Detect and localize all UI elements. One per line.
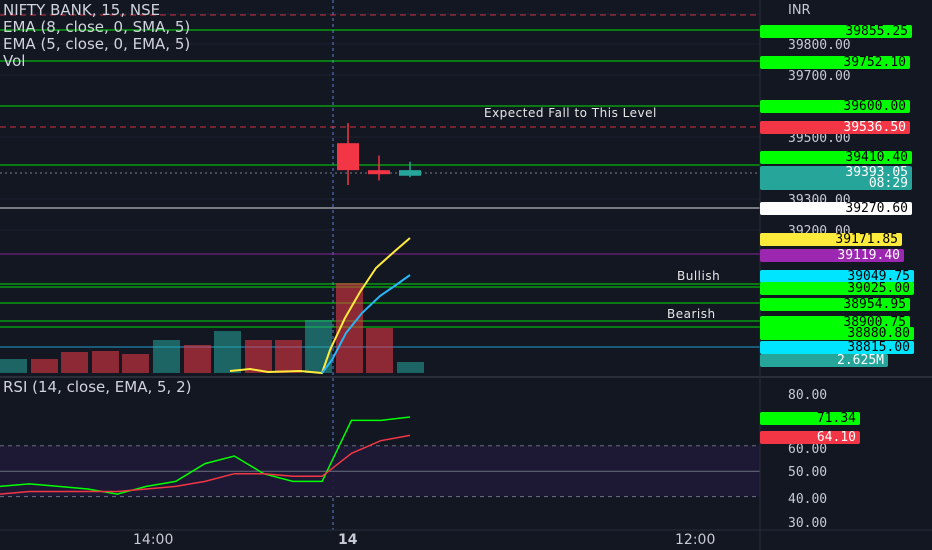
- rsi-tick: 50.00: [788, 465, 828, 480]
- price-tick: 39800.00: [788, 38, 851, 53]
- volume-bar: [153, 340, 180, 373]
- ema-fast-badge: 39171.85: [760, 233, 902, 246]
- candle-body: [399, 170, 421, 176]
- expected-fall-annotation: Expected Fall to This Level: [484, 106, 657, 120]
- volume-bar: [61, 352, 88, 373]
- price-tick: 39700.00: [788, 69, 851, 84]
- last-price-badge: 39393.05: [760, 166, 912, 179]
- volume-bar: [214, 331, 241, 373]
- bullish-annotation: Bullish: [677, 269, 721, 283]
- time-tick: 14:00: [133, 532, 174, 548]
- rsi-ma-line: [0, 434, 411, 495]
- bearish-annotation: Bearish: [667, 307, 716, 321]
- volume-bar: [92, 351, 119, 373]
- rsi-bands: [0, 445, 760, 498]
- price-badge: 39119.40: [760, 249, 904, 262]
- ema-fast-line: [229, 237, 411, 375]
- price-badge: 39752.10: [760, 56, 910, 69]
- price-badge: 38954.95: [760, 298, 910, 311]
- volume-bar: [184, 345, 211, 373]
- symbol-title[interactable]: NIFTY BANK, 15, NSE: [3, 1, 161, 19]
- rsi-legend[interactable]: RSI (14, close, EMA, 5, 2): [3, 378, 192, 396]
- volume-bar: [31, 359, 58, 373]
- price-badge: 38900.75: [760, 316, 910, 329]
- volume-bar: [0, 359, 27, 373]
- rsi-tick: 60.00: [788, 442, 828, 457]
- volume-bar: [122, 354, 149, 373]
- time-tick-day: 14: [338, 532, 358, 548]
- ema-slow-line: [321, 274, 411, 374]
- rsi-badge: 71.34: [760, 412, 860, 425]
- volume-bar: [366, 328, 393, 373]
- volume-bars: [0, 283, 424, 373]
- ema-legend-2[interactable]: EMA (5, close, 0, EMA, 5): [3, 35, 191, 53]
- rsi-line: [0, 416, 411, 495]
- volume-bar: [245, 340, 272, 373]
- rsi-lines: [0, 416, 411, 495]
- grid: [0, 0, 760, 530]
- price-badge: 39536.50: [760, 121, 910, 134]
- price-badge: 39855.25: [760, 25, 912, 38]
- price-badge: 38880.80: [760, 327, 914, 340]
- rsi-tick: 80.00: [788, 388, 828, 403]
- price-badge: 39410.40: [760, 151, 912, 164]
- time-tick: 12:00: [675, 532, 716, 548]
- volume-bar: [397, 362, 424, 373]
- ema-slow-badge: 39049.75: [760, 270, 914, 283]
- countdown-badge: 08:29: [760, 177, 912, 190]
- price-badge: 39270.60: [760, 202, 912, 215]
- ema-lines: [229, 237, 411, 375]
- currency-label: INR: [788, 3, 811, 18]
- candle-body: [337, 143, 359, 171]
- price-tick: 39500.00: [788, 131, 851, 146]
- volume-bar: [275, 340, 302, 373]
- candle-body: [368, 170, 390, 175]
- volume-badge: 2.625M: [760, 354, 888, 367]
- candles: [337, 123, 421, 186]
- price-badge: 39600.00: [760, 100, 910, 113]
- rsi-tick: 30.00: [788, 516, 828, 531]
- volume-legend[interactable]: Vol: [3, 52, 26, 70]
- price-badge: 39025.00: [760, 282, 914, 295]
- rsi-ma-badge: 64.10: [760, 431, 860, 444]
- rsi-tick: 40.00: [788, 492, 828, 507]
- ema-legend-1[interactable]: EMA (8, close, 0, SMA, 5): [3, 18, 191, 36]
- price-badge: 38815.00: [760, 341, 914, 354]
- volume-bar: [305, 320, 332, 373]
